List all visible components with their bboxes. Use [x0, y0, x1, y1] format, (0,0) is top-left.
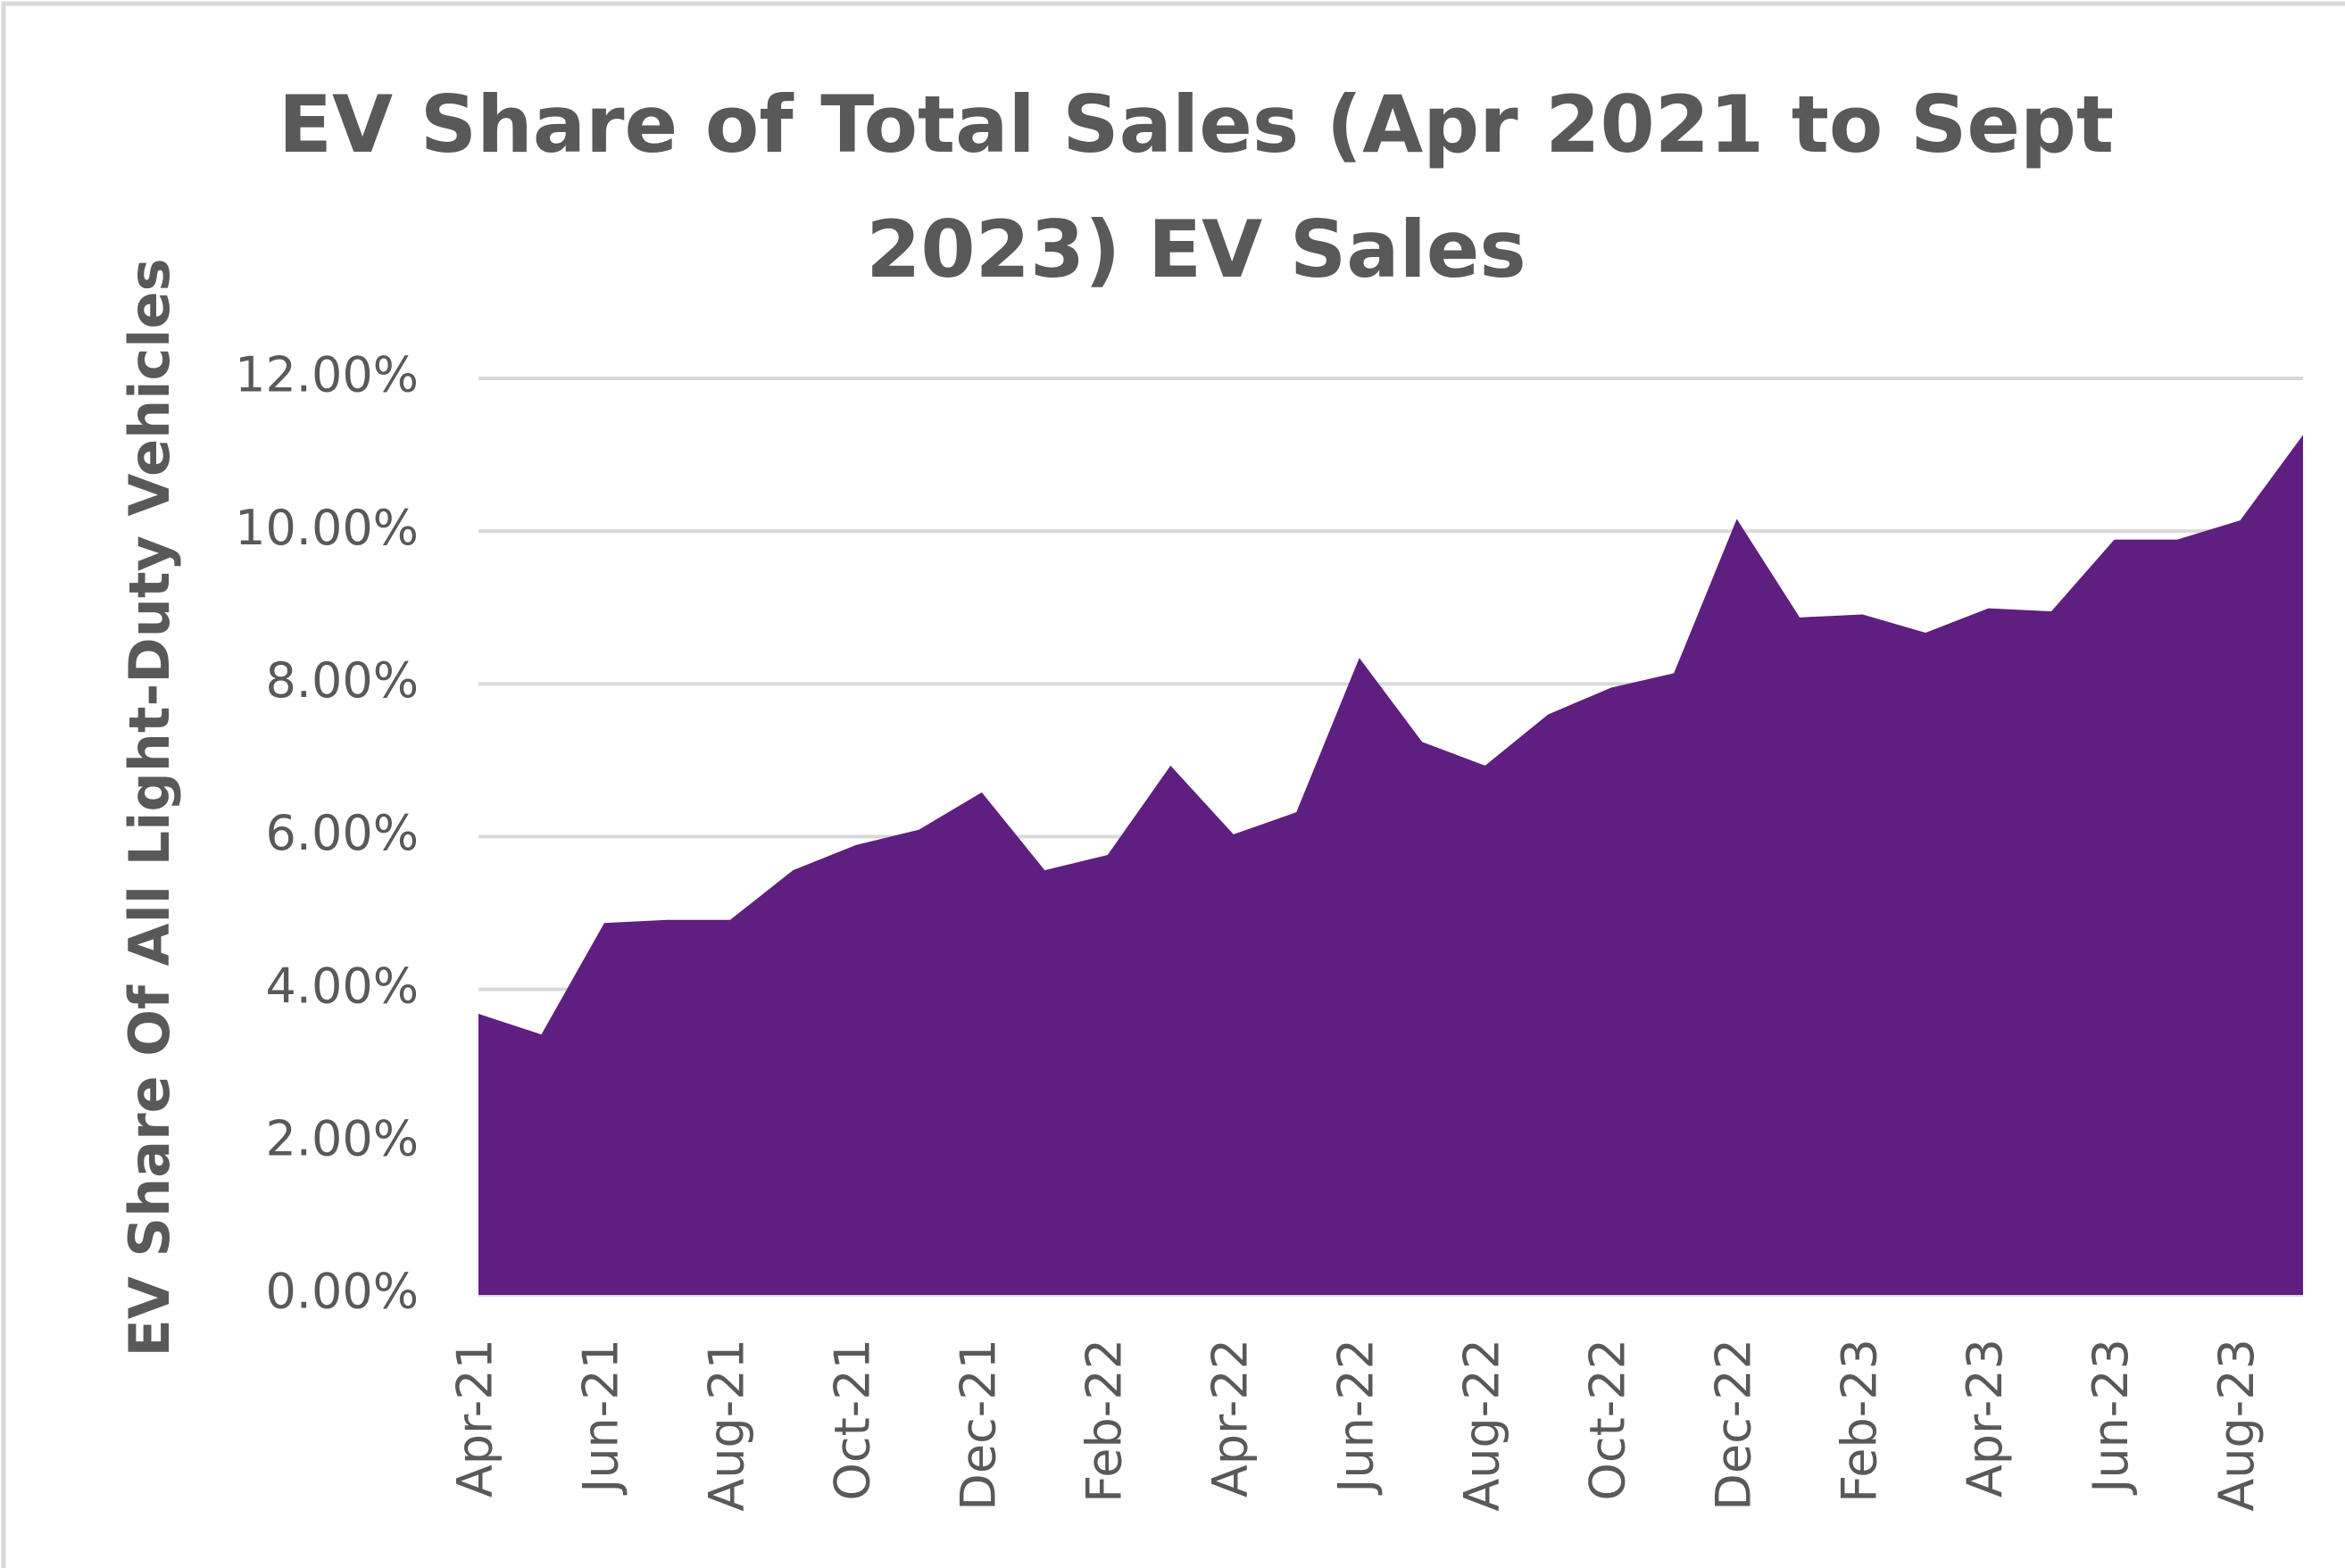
x-tick-label: Jun-21 — [573, 1339, 629, 1496]
x-tick-label: Feb-23 — [1831, 1339, 1887, 1503]
x-tick-label: Aug-21 — [699, 1339, 755, 1512]
y-tick-label: 0.00% — [265, 1264, 419, 1320]
x-tick-label: Aug-23 — [2208, 1339, 2265, 1512]
chart-title: EV Share of Total Sales (Apr 2021 to Sep… — [278, 79, 2115, 295]
y-tick-label: 4.00% — [265, 958, 419, 1014]
x-tick-label: Feb-22 — [1076, 1339, 1132, 1503]
y-tick-label: 2.00% — [265, 1110, 419, 1166]
x-tick-label: Apr-23 — [1957, 1339, 2013, 1497]
x-tick-label: Apr-21 — [447, 1339, 503, 1497]
x-tick-label: Dec-21 — [951, 1339, 1007, 1511]
y-tick-label: 6.00% — [265, 805, 419, 861]
x-tick-label: Oct-22 — [1579, 1339, 1635, 1501]
x-tick-label: Oct-21 — [825, 1339, 881, 1501]
area — [478, 435, 2303, 1295]
x-tick-label: Jun-22 — [1327, 1339, 1384, 1496]
x-tick-label: Dec-22 — [1705, 1339, 1761, 1511]
y-axis-label: EV Share Of All Light-Duty Vehicles — [117, 259, 182, 1357]
x-tick-label: Aug-22 — [1453, 1339, 1509, 1512]
x-tick-label: Apr-22 — [1202, 1339, 1258, 1497]
y-tick-label: 8.00% — [265, 652, 419, 709]
y-tick-label: 12.00% — [235, 347, 419, 403]
y-tick-label: 10.00% — [235, 500, 419, 556]
x-tick-label: Jun-23 — [2083, 1339, 2139, 1496]
